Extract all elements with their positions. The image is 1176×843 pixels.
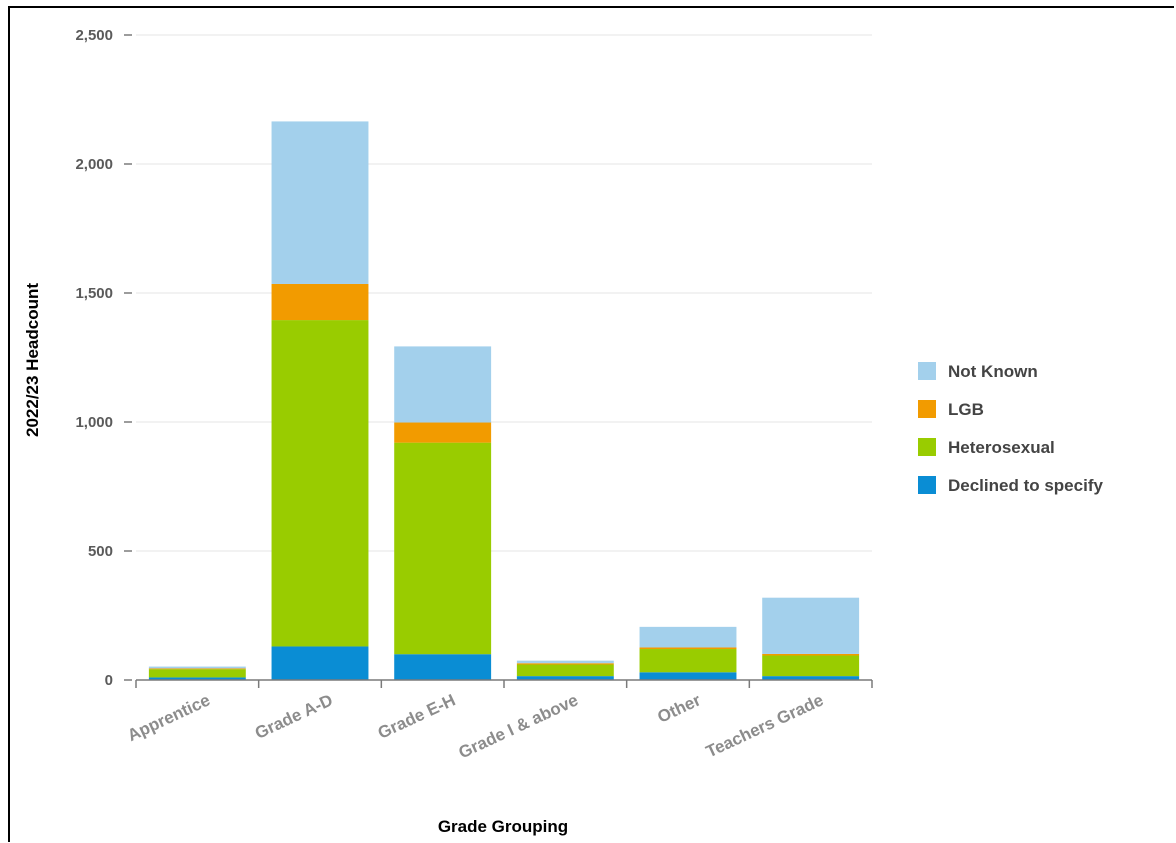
bar-segment[interactable] bbox=[516, 660, 614, 664]
legend-item[interactable]: Not Known bbox=[918, 362, 1038, 381]
bar-segment[interactable] bbox=[148, 669, 246, 678]
legend-label: LGB bbox=[948, 400, 984, 419]
x-tick-label: Grade A-D bbox=[252, 690, 336, 742]
bar-segment[interactable] bbox=[271, 283, 369, 321]
bar-segment[interactable] bbox=[394, 442, 492, 655]
axes bbox=[136, 679, 873, 688]
chart-frame bbox=[8, 6, 1174, 842]
bar-segment[interactable] bbox=[639, 672, 737, 680]
bar-segment[interactable] bbox=[394, 346, 492, 423]
legend-label: Heterosexual bbox=[948, 438, 1055, 457]
bar-segment[interactable] bbox=[271, 646, 369, 680]
bar-segment[interactable] bbox=[639, 649, 737, 673]
legend-item[interactable]: LGB bbox=[918, 400, 984, 419]
bar-segment[interactable] bbox=[762, 655, 860, 677]
x-tick-label: Apprentice bbox=[125, 690, 214, 745]
x-tick-label: Teachers Grade bbox=[703, 690, 826, 761]
legend-item[interactable]: Heterosexual bbox=[918, 438, 1055, 457]
bar-segment[interactable] bbox=[394, 422, 492, 443]
bar-segment[interactable] bbox=[148, 668, 246, 670]
x-tick-label: Grade E-H bbox=[375, 690, 458, 742]
y-tick-label: 500 bbox=[88, 543, 113, 560]
bar-segment[interactable] bbox=[271, 121, 369, 284]
y-axis-title: 2022/23 Headcount bbox=[23, 283, 42, 437]
bar-segment[interactable] bbox=[148, 677, 246, 680]
bar-segment[interactable] bbox=[762, 676, 860, 680]
bar-segment[interactable] bbox=[516, 664, 614, 677]
bar-segment[interactable] bbox=[762, 597, 860, 654]
legend-label: Declined to specify bbox=[948, 476, 1103, 495]
x-tick-label: Other bbox=[655, 690, 704, 727]
y-tick-label: 0 bbox=[105, 672, 113, 689]
bar-segment[interactable] bbox=[516, 676, 614, 680]
y-tick-label: 1,500 bbox=[75, 285, 113, 302]
bar-segment[interactable] bbox=[516, 663, 614, 665]
legend-swatch bbox=[918, 438, 936, 456]
legend-label: Not Known bbox=[948, 362, 1038, 381]
x-axis-title: Grade Grouping bbox=[438, 817, 568, 836]
bar-segment[interactable] bbox=[148, 666, 246, 669]
y-tick-labels: 0 500 1,000 1,500 2,000 2,500 bbox=[75, 27, 113, 689]
bar-segment[interactable] bbox=[639, 647, 737, 650]
legend-swatch bbox=[918, 362, 936, 380]
bars bbox=[135, 121, 860, 688]
bar-segment[interactable] bbox=[639, 626, 737, 648]
y-tick-label: 1,000 bbox=[75, 414, 113, 431]
legend-item[interactable]: Declined to specify bbox=[918, 476, 1103, 495]
legend[interactable]: Not Known LGB Heterosexual Declined to spec… bbox=[918, 362, 1103, 495]
bar-segment[interactable] bbox=[271, 320, 369, 647]
y-tick-label: 2,000 bbox=[75, 156, 113, 173]
legend-swatch bbox=[918, 400, 936, 418]
y-tick-label: 2,500 bbox=[75, 27, 113, 44]
legend-swatch bbox=[918, 476, 936, 494]
bar-segment[interactable] bbox=[394, 654, 492, 680]
bar-segment[interactable] bbox=[762, 653, 860, 656]
x-tick-label: Grade I & above bbox=[456, 690, 581, 762]
gridlines bbox=[124, 34, 872, 681]
